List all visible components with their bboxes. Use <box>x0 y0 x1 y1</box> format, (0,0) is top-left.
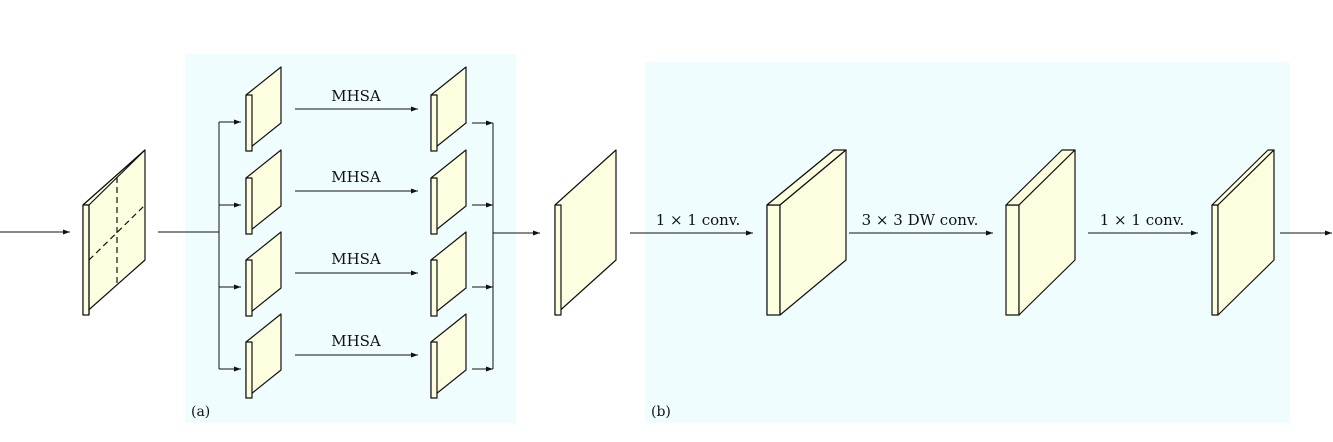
mhsa-label-4: MHSA <box>331 332 381 350</box>
merge-stub-arrows <box>486 120 493 372</box>
window-patch-in-2 <box>245 149 282 235</box>
window-patch-out-4 <box>430 313 467 399</box>
panel-b-label: (b) <box>651 404 671 420</box>
input-feature-map <box>82 149 146 316</box>
dwconv-label: 3 × 3 DW conv. <box>862 211 979 229</box>
window-patch-out-2 <box>430 149 467 235</box>
window-split-dashed-lines <box>88 177 146 287</box>
mhsa-label-3: MHSA <box>331 250 381 268</box>
branch-2: MHSA <box>245 149 493 235</box>
feature-map-after-conv2 <box>1211 149 1275 316</box>
panel-b-background <box>645 62 1290 423</box>
mhsa-label-1: MHSA <box>331 87 381 105</box>
mhsa-label-2: MHSA <box>331 168 381 186</box>
window-patch-in-4 <box>245 313 282 399</box>
branch-3: MHSA <box>245 231 493 317</box>
branch-1: MHSA <box>245 66 493 152</box>
feature-map-after-dwconv <box>1005 149 1076 316</box>
merged-feature-map <box>554 149 617 316</box>
conv1-label: 1 × 1 conv. <box>656 211 741 229</box>
branch-4: MHSA <box>245 313 493 399</box>
panel-a-label: (a) <box>191 404 210 420</box>
window-patch-out-3 <box>430 231 467 317</box>
split-arrows <box>219 119 241 372</box>
feature-map-after-conv1 <box>766 149 847 316</box>
window-patch-in-3 <box>245 231 282 317</box>
conv2-label: 1 × 1 conv. <box>1100 211 1185 229</box>
window-patch-in-1 <box>245 66 282 152</box>
window-patch-out-1 <box>430 66 467 152</box>
